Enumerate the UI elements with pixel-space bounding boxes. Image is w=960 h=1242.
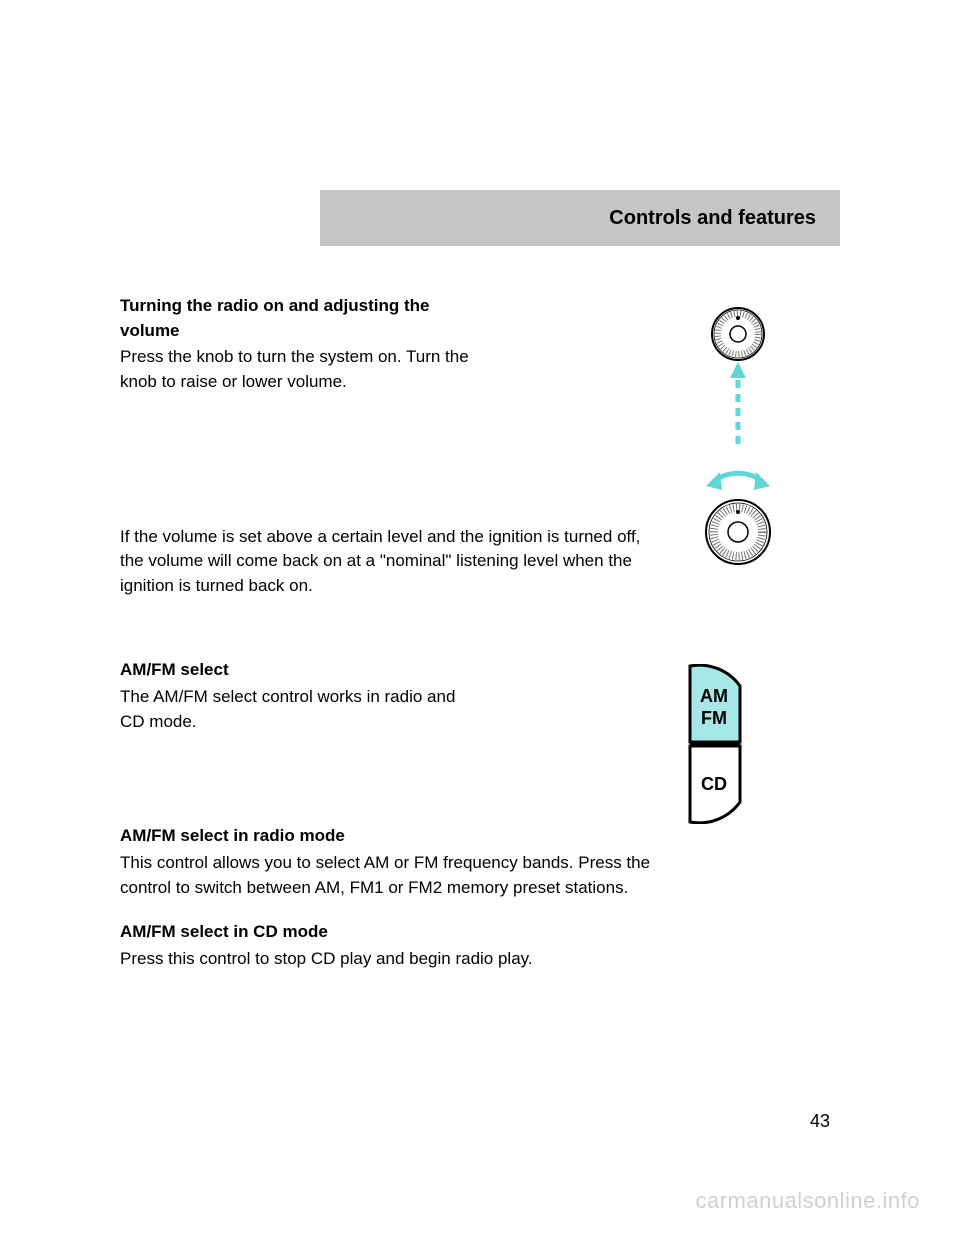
amfm-cd-heading: AM/FM select in CD mode bbox=[120, 920, 660, 945]
amfm-body: The AM/FM select control works in radio … bbox=[120, 685, 470, 734]
page-title: Controls and features bbox=[609, 207, 816, 230]
volume-section: Turning the radio on and adjusting the v… bbox=[120, 294, 470, 395]
amfm-radio-body: This control allows you to select AM or … bbox=[120, 851, 660, 900]
watermark: carmanualsonline.info bbox=[695, 1188, 920, 1214]
svg-text:CD: CD bbox=[701, 774, 727, 794]
header-bar: Controls and features bbox=[320, 190, 840, 246]
page: Controls and features bbox=[120, 0, 840, 972]
volume-knob-figure bbox=[668, 294, 808, 594]
volume-knob-icon bbox=[668, 294, 808, 594]
svg-text:AM: AM bbox=[700, 686, 728, 706]
amfm-section: AM/FM select The AM/FM select control wo… bbox=[120, 658, 470, 734]
amfm-cd-section: AM/FM select in CD mode Press this contr… bbox=[120, 920, 660, 971]
volume-body: Press the knob to turn the system on. Tu… bbox=[120, 345, 470, 394]
amfm-radio-section: AM/FM select in radio mode This control … bbox=[120, 824, 660, 900]
amfm-radio-heading: AM/FM select in radio mode bbox=[120, 824, 660, 849]
amfm-button-figure: AM FM CD bbox=[668, 664, 758, 824]
page-number: 43 bbox=[810, 1111, 830, 1132]
volume-heading: Turning the radio on and adjusting the v… bbox=[120, 294, 470, 343]
amfm-heading: AM/FM select bbox=[120, 658, 470, 683]
amfm-cd-body: Press this control to stop CD play and b… bbox=[120, 947, 660, 972]
svg-text:FM: FM bbox=[701, 708, 727, 728]
amfm-cd-icon: AM FM CD bbox=[668, 664, 758, 824]
volume-note: If the volume is set above a certain lev… bbox=[120, 525, 660, 599]
content: AM FM CD Turning the radio on and adjust… bbox=[120, 294, 840, 972]
